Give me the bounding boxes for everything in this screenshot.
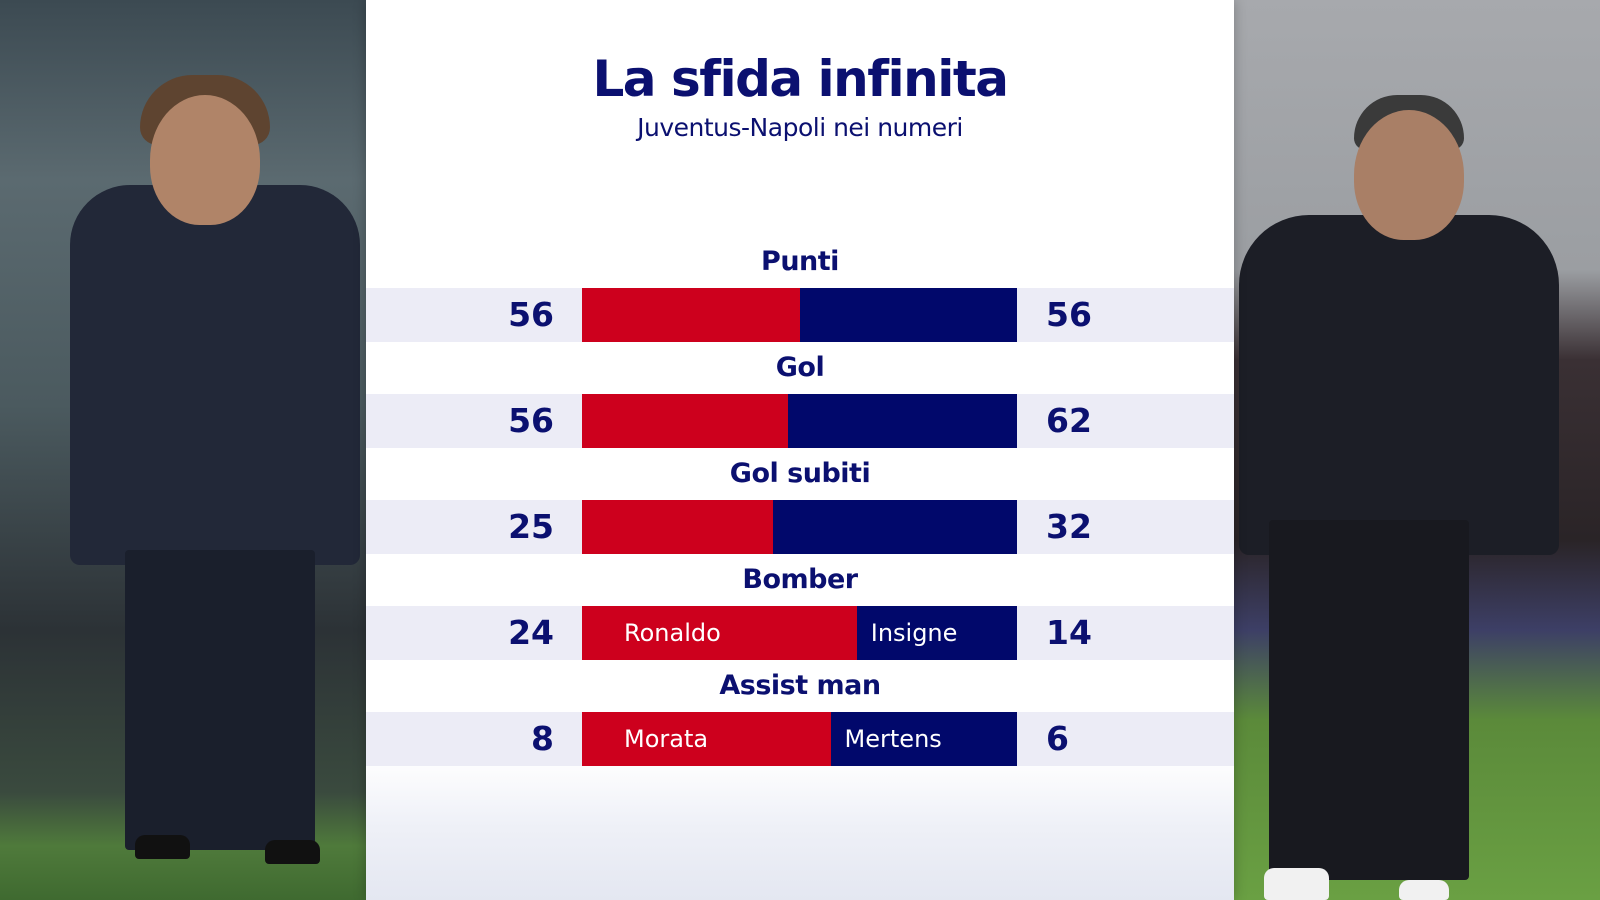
stat-band: 24 Ronaldo Insigne 14 bbox=[366, 606, 1234, 660]
coach-shoe bbox=[135, 835, 190, 859]
napoli-bar-segment bbox=[772, 500, 1017, 554]
comparison-bar: Morata Mertens bbox=[582, 712, 1017, 766]
napoli-value: 6 bbox=[1046, 719, 1069, 758]
stat-band: 8 Morata Mertens 6 bbox=[366, 712, 1234, 766]
juventus-value: 24 bbox=[508, 613, 554, 652]
juventus-coach-photo bbox=[0, 0, 366, 900]
juventus-value: 56 bbox=[508, 401, 554, 440]
juventus-value: 56 bbox=[508, 295, 554, 334]
stat-band: 56 56 bbox=[366, 288, 1234, 342]
stat-row: Bomber 24 Ronaldo Insigne 14 bbox=[366, 554, 1234, 660]
coach-shoe bbox=[265, 840, 320, 864]
stats-panel: La sfida infinita Juventus-Napoli nei nu… bbox=[366, 0, 1234, 900]
coach-head bbox=[1354, 110, 1464, 240]
stat-band: 56 62 bbox=[366, 394, 1234, 448]
juventus-value: 8 bbox=[531, 719, 554, 758]
stat-band: 25 32 bbox=[366, 500, 1234, 554]
stat-row: Gol 56 62 bbox=[366, 342, 1234, 448]
napoli-bar-segment: Mertens bbox=[830, 712, 1017, 766]
napoli-value: 56 bbox=[1046, 295, 1092, 334]
napoli-player-name: Insigne bbox=[870, 619, 958, 647]
coach-coat bbox=[70, 185, 360, 565]
juventus-value: 25 bbox=[508, 507, 554, 546]
juventus-bar-segment: Ronaldo bbox=[582, 606, 857, 660]
comparison-bar bbox=[582, 500, 1017, 554]
napoli-coach-photo bbox=[1234, 0, 1600, 900]
stat-label: Gol bbox=[775, 352, 825, 383]
comparison-bar: Ronaldo Insigne bbox=[582, 606, 1017, 660]
juventus-player-name: Morata bbox=[624, 725, 709, 753]
page-title: La sfida infinita bbox=[592, 50, 1009, 108]
napoli-bar-segment bbox=[799, 288, 1017, 342]
juventus-bar-segment bbox=[582, 394, 789, 448]
juventus-bar-segment: Morata bbox=[582, 712, 831, 766]
napoli-value: 32 bbox=[1046, 507, 1092, 546]
juventus-player-name: Ronaldo bbox=[624, 619, 721, 647]
stat-label: Gol subiti bbox=[729, 458, 871, 489]
napoli-bar-segment: Insigne bbox=[856, 606, 1017, 660]
stat-label: Assist man bbox=[719, 670, 881, 701]
stat-row: Punti 56 56 bbox=[366, 236, 1234, 342]
stat-label: Punti bbox=[761, 246, 839, 277]
coach-legs bbox=[125, 550, 315, 850]
coach-trousers bbox=[1269, 520, 1469, 880]
comparison-bar bbox=[582, 288, 1017, 342]
coach-sneaker bbox=[1264, 868, 1329, 900]
page-subtitle: Juventus-Napoli nei numeri bbox=[637, 113, 963, 142]
coach-sneaker bbox=[1399, 880, 1449, 900]
stat-row: Assist man 8 Morata Mertens 6 bbox=[366, 660, 1234, 766]
comparison-bar bbox=[582, 394, 1017, 448]
napoli-bar-segment bbox=[788, 394, 1017, 448]
stat-row: Gol subiti 25 32 bbox=[366, 448, 1234, 554]
stat-label: Bomber bbox=[742, 564, 858, 595]
coach-head bbox=[150, 95, 260, 225]
napoli-player-name: Mertens bbox=[844, 725, 942, 753]
juventus-bar-segment bbox=[582, 500, 773, 554]
juventus-bar-segment bbox=[582, 288, 800, 342]
napoli-value: 14 bbox=[1046, 613, 1092, 652]
coach-jacket bbox=[1239, 215, 1559, 555]
napoli-value: 62 bbox=[1046, 401, 1092, 440]
